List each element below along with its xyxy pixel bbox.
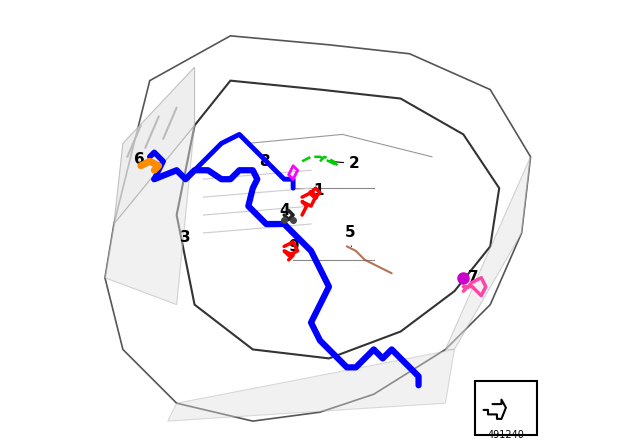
Polygon shape xyxy=(105,125,195,305)
Text: 2: 2 xyxy=(332,156,360,171)
Polygon shape xyxy=(168,349,454,421)
Text: 3: 3 xyxy=(180,230,191,245)
Polygon shape xyxy=(445,157,531,349)
Text: 5: 5 xyxy=(345,225,355,246)
FancyBboxPatch shape xyxy=(475,381,538,435)
Text: 8: 8 xyxy=(260,154,275,170)
Polygon shape xyxy=(114,67,195,224)
Text: 491240: 491240 xyxy=(488,430,524,439)
Text: 6: 6 xyxy=(134,151,145,167)
Text: 1: 1 xyxy=(305,183,324,198)
Text: 7: 7 xyxy=(468,270,479,285)
Text: 4: 4 xyxy=(280,203,291,218)
Text: 9: 9 xyxy=(289,239,300,254)
